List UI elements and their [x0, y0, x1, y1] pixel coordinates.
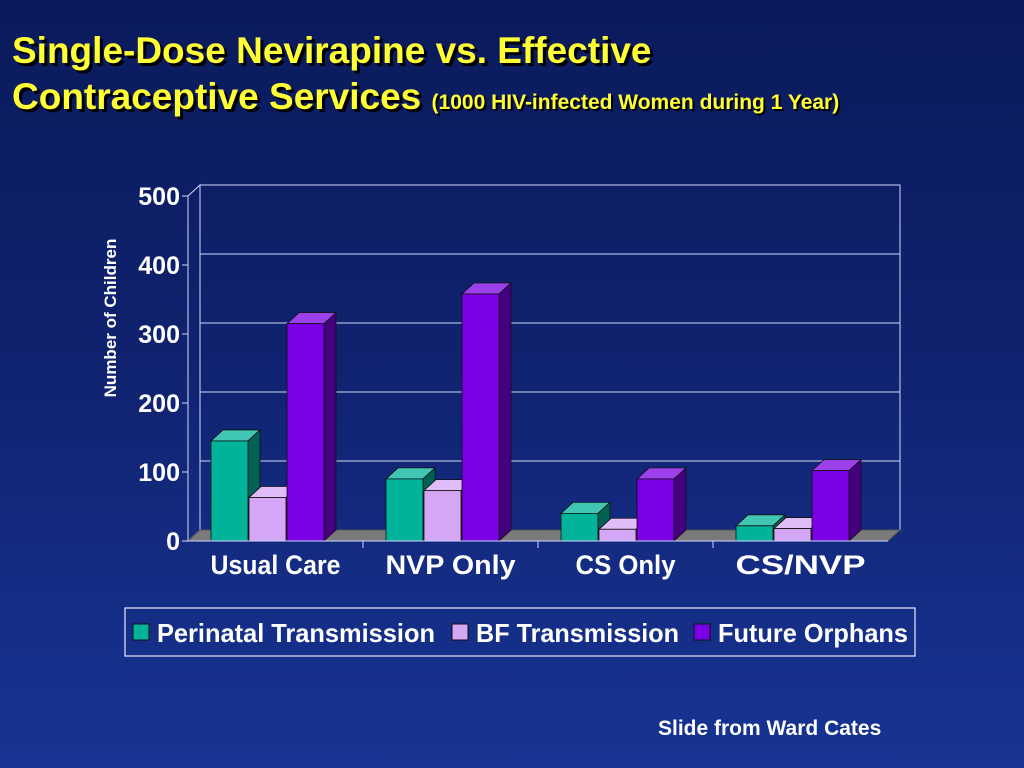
- title-subtitle: (1000 HIV-infected Women during 1 Year): [431, 91, 840, 114]
- bar-front: [598, 528, 637, 542]
- bar-front: [423, 490, 462, 542]
- slide-title: Single-Dose Nevirapine vs. Effective Con…: [12, 28, 839, 126]
- bar-front: [286, 323, 325, 542]
- bar-side: [498, 282, 512, 542]
- bar: [559, 501, 612, 542]
- legend-label: BF Transmission: [476, 618, 679, 648]
- bar: [285, 311, 338, 542]
- y-tick-label: 100: [138, 459, 180, 487]
- bar-side: [673, 466, 687, 542]
- legend-swatch: [132, 623, 150, 641]
- bar: [460, 282, 513, 542]
- bar-front: [560, 513, 599, 542]
- y-tick-label: 400: [138, 252, 180, 280]
- title-line-1: Single-Dose Nevirapine vs. Effective: [12, 30, 652, 71]
- legend-swatch: [451, 623, 469, 641]
- legend-swatch: [693, 623, 711, 641]
- title-line-2: Contraceptive Services: [12, 76, 422, 117]
- bar-side: [323, 311, 337, 542]
- x-category-label: CS Only: [576, 550, 676, 580]
- side-wall: [187, 183, 201, 543]
- y-tick-label: 500: [138, 183, 180, 211]
- legend-label: Future Orphans: [718, 618, 908, 648]
- legend: Perinatal Transmission BF Transmission Fut…: [124, 607, 916, 657]
- y-tick-label: 200: [138, 390, 180, 418]
- bar-front: [461, 293, 500, 542]
- x-category-label: NVP Only: [386, 550, 516, 580]
- legend-label: Perinatal Transmission: [157, 618, 435, 648]
- slide-credit: Slide from Ward Cates: [658, 717, 882, 740]
- bar-side: [848, 458, 862, 542]
- bar-front: [773, 528, 812, 542]
- legend-box: [124, 607, 916, 657]
- y-tick-label: 300: [138, 321, 180, 349]
- bar-front: [636, 478, 675, 542]
- bar-front: [811, 470, 850, 542]
- bar: [810, 458, 863, 542]
- x-category-label: CS/NVP: [736, 550, 866, 580]
- bar-front: [210, 440, 249, 542]
- y-axis-title: Number of Children: [101, 239, 120, 398]
- x-category-label: Usual Care: [211, 550, 341, 580]
- bar: [209, 429, 262, 542]
- bar-front: [248, 497, 287, 542]
- bar-front: [735, 525, 774, 542]
- bar-front: [385, 478, 424, 542]
- bar: [635, 466, 688, 542]
- y-tick-label: 0: [166, 528, 180, 556]
